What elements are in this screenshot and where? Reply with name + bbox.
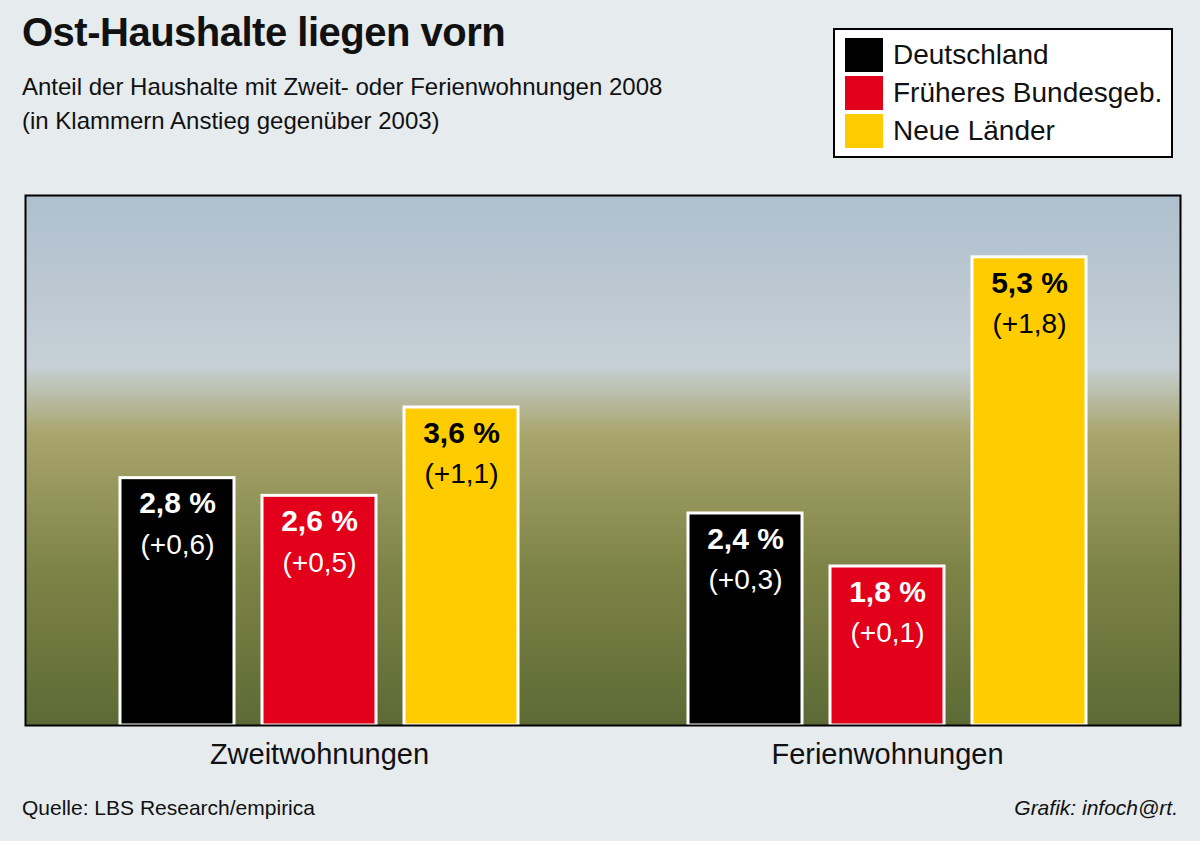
html-text:Anteil der Haushalte mit Zweit: Anteil der Haushalte mit Zweit- oder Fer… xyxy=(22,73,663,100)
svg-text:2,8 %: 2,8 % xyxy=(139,486,216,519)
svg-text:2,6 %: 2,6 % xyxy=(281,504,358,537)
svg-text:(+0,3): (+0,3) xyxy=(709,564,783,595)
html-text:Früheres Bundesgeb.: Früheres Bundesgeb. xyxy=(893,77,1163,108)
svg-text:(+0,5): (+0,5) xyxy=(283,547,357,578)
html-text:Grafik: infoch@rt.: Grafik: infoch@rt. xyxy=(1014,796,1178,819)
svg-text:(+1,1): (+1,1) xyxy=(425,458,499,489)
svg-text:3,6 %: 3,6 % xyxy=(423,416,500,449)
html-text:(in Klammern Anstieg gegenüber: (in Klammern Anstieg gegenüber 2003) xyxy=(22,107,440,134)
svg-text:Ferienwohnungen: Ferienwohnungen xyxy=(771,738,1003,770)
svg-text:(+0,6): (+0,6) xyxy=(141,529,215,560)
svg-text:1,8 %: 1,8 % xyxy=(849,575,926,608)
html-text:Quelle: LBS Research/empirica: Quelle: LBS Research/empirica xyxy=(22,796,315,819)
svg-text:5,3 %: 5,3 % xyxy=(991,266,1068,299)
html-text:Ost-Haushalte liegen vorn: Ost-Haushalte liegen vorn xyxy=(22,10,506,54)
html-text:Neue Länder: Neue Länder xyxy=(893,115,1055,146)
svg-text:2,4 %: 2,4 % xyxy=(707,522,784,555)
svg-text:Zweitwohnungen: Zweitwohnungen xyxy=(210,738,429,770)
svg-text:(+1,8): (+1,8) xyxy=(993,308,1067,339)
html-text:Deutschland: Deutschland xyxy=(893,39,1049,70)
svg-text:(+0,1): (+0,1) xyxy=(851,617,925,648)
